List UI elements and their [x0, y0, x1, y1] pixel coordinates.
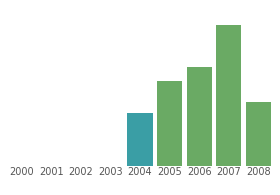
Bar	[186, 67, 212, 166]
Bar	[216, 25, 241, 166]
Bar	[127, 113, 153, 166]
Bar	[157, 81, 182, 166]
Bar	[246, 102, 271, 166]
